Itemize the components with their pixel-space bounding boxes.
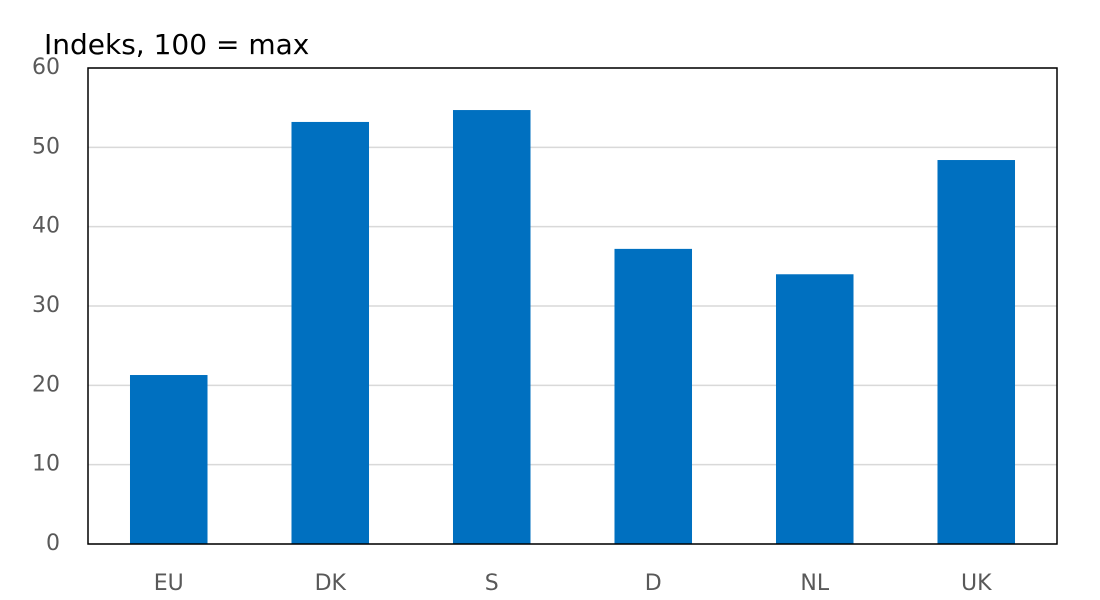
y-tick-label: 0	[46, 531, 60, 556]
x-tick-label: NL	[800, 571, 829, 596]
bar	[291, 121, 370, 545]
x-tick-label: S	[485, 571, 499, 596]
bar	[129, 375, 208, 544]
y-tick-label: 60	[32, 55, 60, 80]
bar	[775, 274, 854, 544]
y-axis-label: Indeks, 100 = max	[44, 28, 309, 61]
x-tick-label: DK	[315, 571, 347, 596]
y-tick-label: 30	[32, 293, 60, 318]
x-tick-label: EU	[154, 571, 184, 596]
x-tick-label: UK	[961, 571, 992, 596]
y-tick-label: 10	[32, 452, 60, 477]
y-tick-label: 50	[32, 134, 60, 159]
bar	[614, 248, 693, 544]
bar	[452, 110, 531, 545]
y-tick-label: 40	[32, 214, 60, 239]
y-tick-label: 20	[32, 372, 60, 397]
x-tick-label: D	[645, 571, 662, 596]
plot-border	[87, 67, 1058, 545]
bar	[937, 160, 1016, 544]
